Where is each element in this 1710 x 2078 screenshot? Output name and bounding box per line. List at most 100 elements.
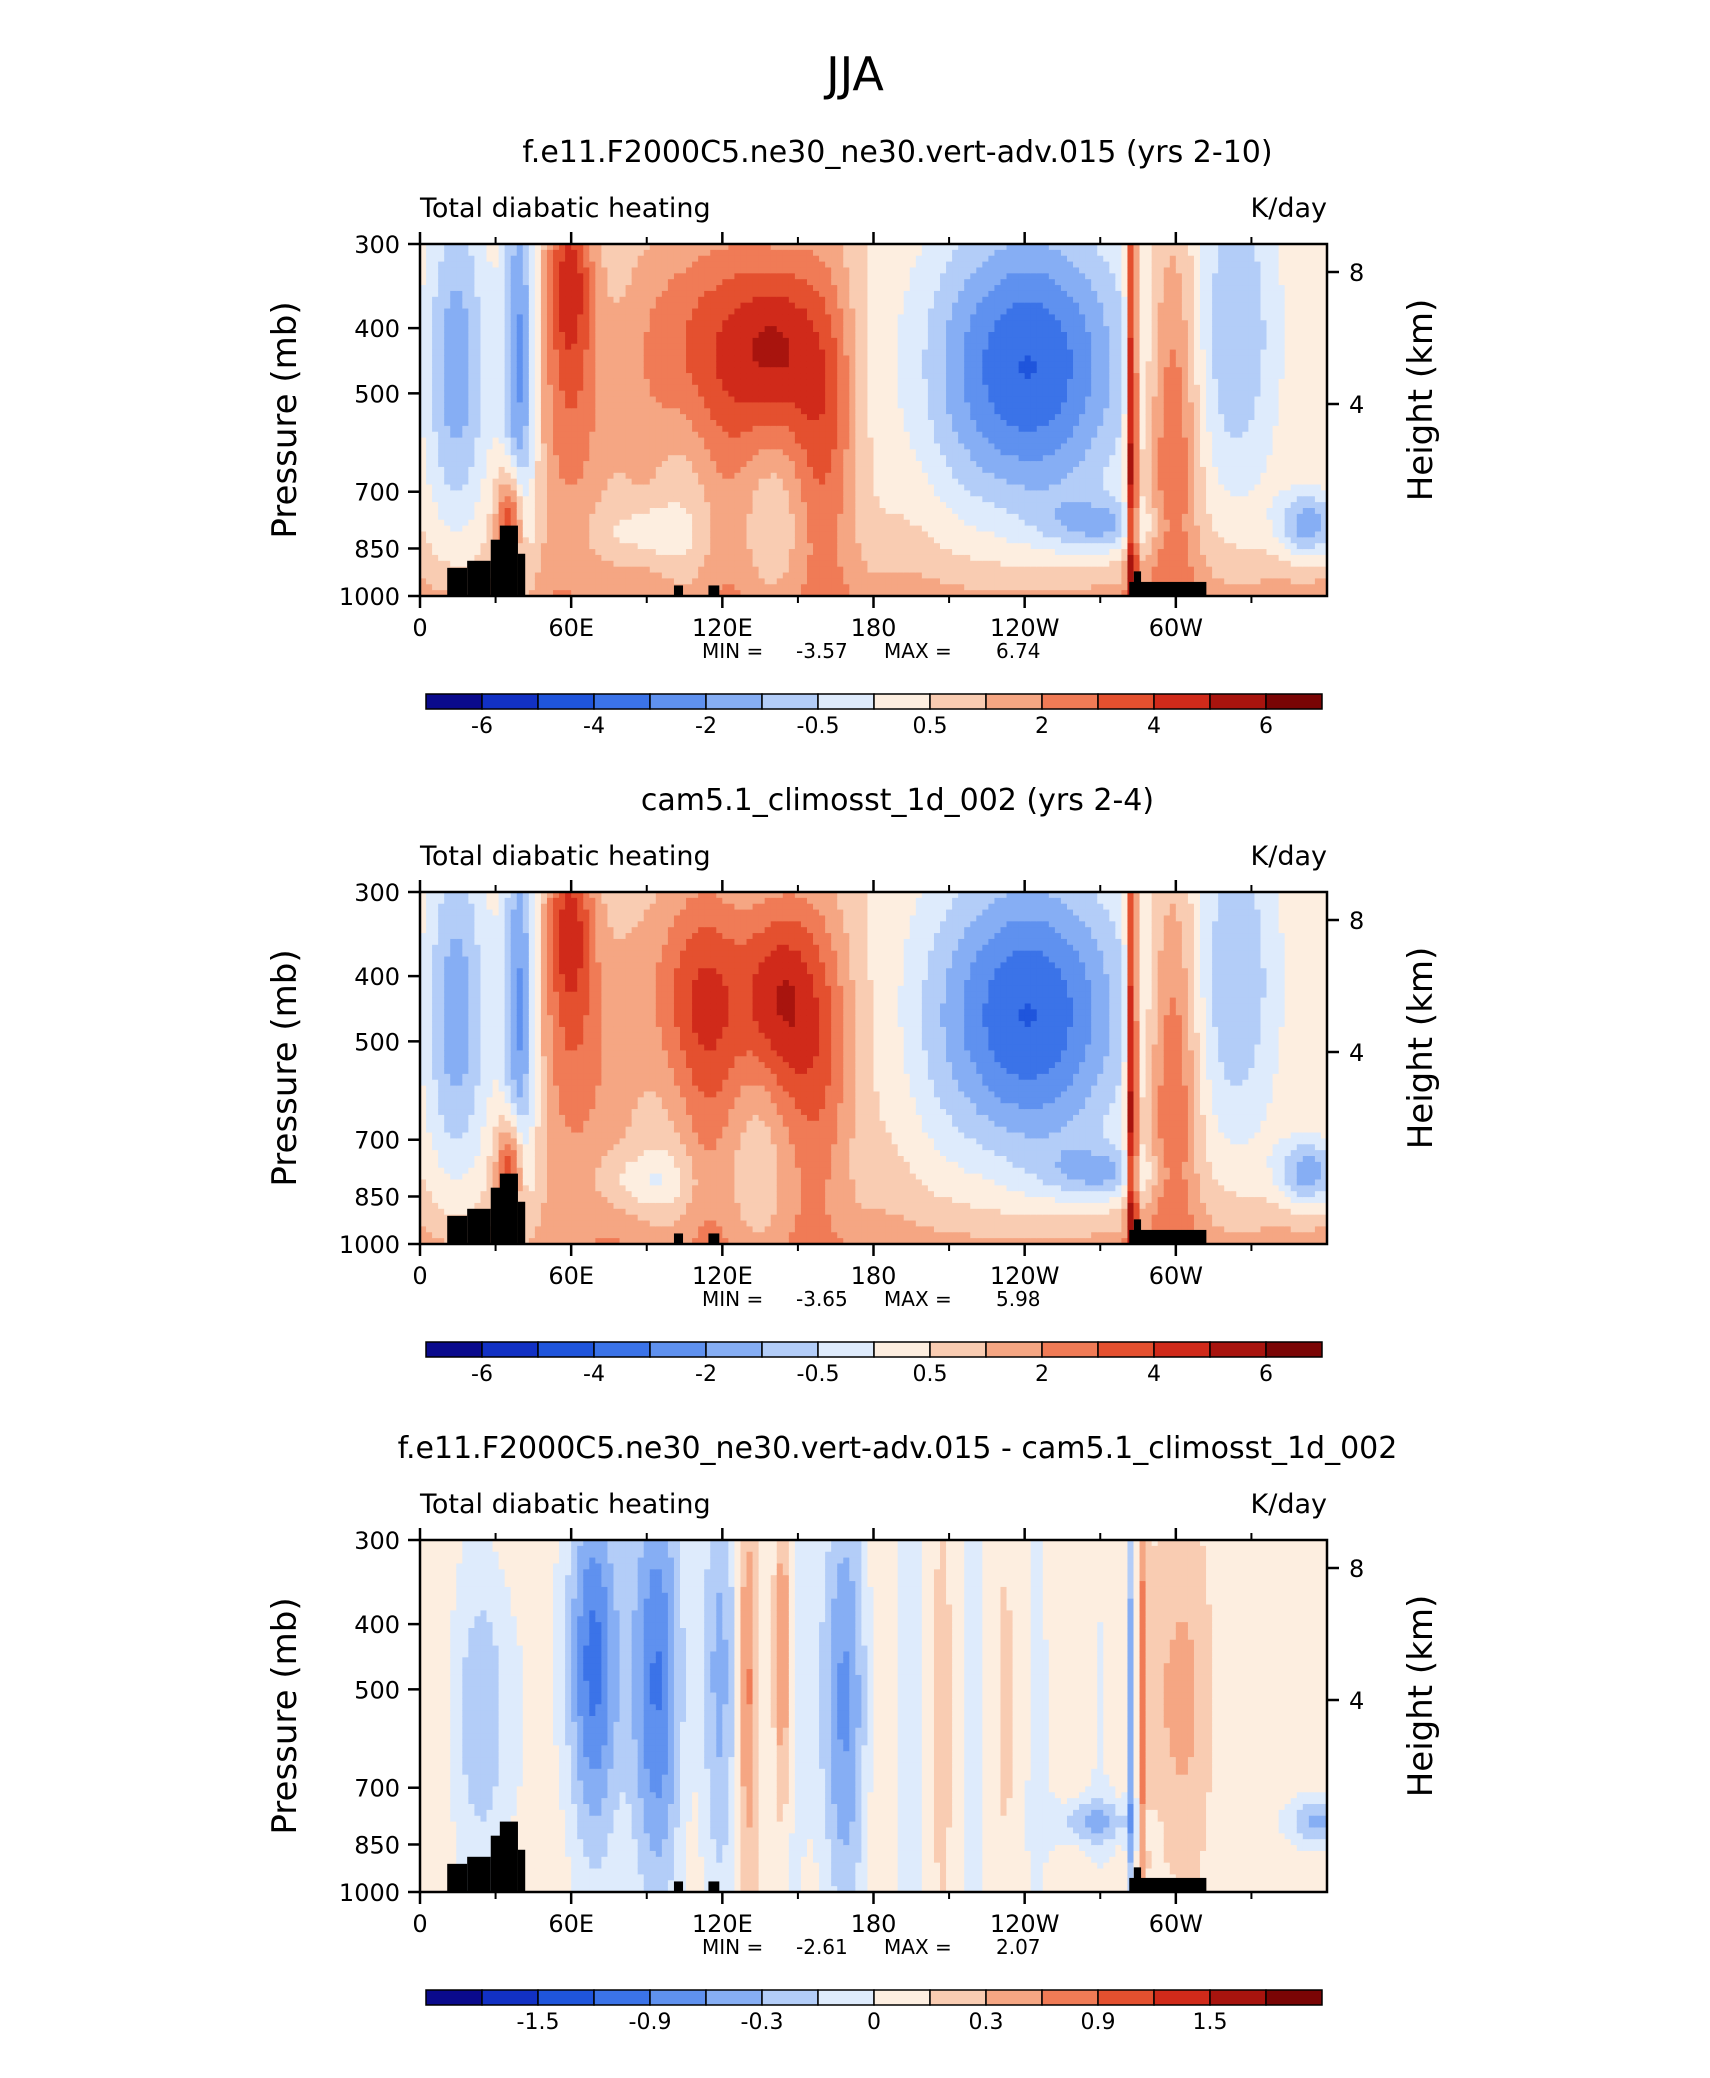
- heatmap-cell: [619, 349, 627, 357]
- heatmap-cell: [528, 496, 536, 503]
- heatmap-cell: [486, 314, 494, 321]
- heatmap-cell: [420, 414, 427, 421]
- heatmap-cell: [655, 296, 663, 304]
- heatmap-cell: [740, 332, 748, 339]
- heatmap-cell: [819, 390, 826, 398]
- heatmap-cell: [915, 355, 923, 362]
- heatmap-cell: [716, 249, 723, 257]
- heatmap-cell: [704, 560, 711, 568]
- heatmap-cell: [673, 549, 681, 556]
- heatmap-cell: [692, 337, 699, 345]
- heatmap-cell: [438, 373, 445, 380]
- heatmap-cell: [716, 437, 723, 445]
- heatmap-cell: [837, 543, 844, 550]
- heatmap-cell: [583, 255, 590, 263]
- heatmap-cell: [607, 384, 615, 392]
- heatmap-cell: [897, 425, 905, 433]
- heatmap-cell: [734, 431, 742, 439]
- heatmap-cell: [625, 343, 633, 351]
- heatmap-cell: [825, 531, 832, 538]
- heatmap-cell: [540, 537, 548, 544]
- heatmap-cell: [692, 267, 699, 274]
- heatmap-cell: [698, 584, 705, 591]
- heatmap-cell: [619, 531, 627, 538]
- heatmap-cell: [716, 549, 723, 556]
- heatmap-cell: [649, 437, 657, 445]
- heatmap-cell: [504, 420, 512, 427]
- heatmap-cell: [510, 244, 518, 251]
- heatmap-cell: [492, 343, 500, 351]
- heatmap-cell: [474, 402, 482, 409]
- heatmap-cell: [571, 255, 578, 263]
- heatmap-cell: [607, 560, 615, 568]
- heatmap-cell: [710, 537, 717, 544]
- heatmap-cell: [607, 244, 615, 251]
- heatmap-cell: [686, 290, 693, 298]
- heatmap-cell: [794, 531, 802, 538]
- heatmap-cell: [831, 285, 838, 292]
- heatmap-cell: [492, 290, 500, 298]
- heatmap-cell: [855, 320, 863, 327]
- heatmap-cell: [504, 472, 512, 480]
- heatmap-cell: [782, 343, 790, 351]
- heatmap-cell: [722, 349, 729, 357]
- heatmap-cell: [601, 431, 609, 439]
- heatmap-cell: [462, 508, 469, 515]
- heatmap-cell: [456, 314, 463, 321]
- heatmap-cell: [758, 273, 766, 280]
- heatmap-cell: [607, 314, 615, 321]
- heatmap-cell: [879, 584, 887, 591]
- heatmap-cell: [637, 449, 645, 456]
- heatmap-cell: [661, 255, 669, 263]
- heatmap-cell: [825, 302, 832, 310]
- heatmap-cell: [776, 408, 784, 415]
- heatmap-cell: [819, 367, 826, 374]
- heatmap-cell: [420, 402, 427, 409]
- heatmap-cell: [468, 537, 476, 544]
- heatmap-cell: [631, 566, 639, 574]
- heatmap-cell: [891, 326, 899, 333]
- heatmap-cell: [462, 531, 469, 538]
- heatmap-cell: [710, 384, 717, 392]
- heatmap-cell: [601, 466, 609, 474]
- heatmap-cell: [837, 554, 844, 562]
- heatmap-cell: [607, 543, 615, 550]
- heatmap-cell: [553, 425, 560, 433]
- heatmap-cell: [837, 255, 844, 263]
- heatmap-cell: [565, 502, 572, 509]
- heatmap-cell: [764, 273, 772, 280]
- heatmap-cell: [800, 261, 808, 269]
- heatmap-cell: [450, 484, 457, 491]
- heatmap-cell: [444, 367, 451, 374]
- heatmap-cell: [776, 431, 784, 439]
- heatmap-cell: [583, 443, 590, 450]
- heatmap-cell: [776, 472, 784, 480]
- heatmap-cell: [667, 261, 675, 269]
- heatmap-cell: [522, 478, 530, 486]
- heatmap-cell: [589, 572, 596, 579]
- heatmap-cell: [420, 566, 427, 574]
- heatmap-cell: [752, 279, 760, 286]
- heatmap-cell: [631, 502, 639, 509]
- heatmap-cell: [728, 249, 736, 257]
- heatmap-cell: [667, 249, 675, 257]
- heatmap-cell: [613, 531, 621, 538]
- heatmap-cell: [534, 384, 542, 392]
- heatmap-cell: [655, 361, 663, 368]
- heatmap-cell: [794, 560, 802, 568]
- heatmap-cell: [752, 461, 760, 468]
- heatmap-cell: [420, 449, 427, 456]
- heatmap-cell: [534, 543, 542, 550]
- heatmap-cell: [849, 537, 856, 544]
- heatmap-cell: [468, 531, 476, 538]
- heatmap-cell: [534, 472, 542, 480]
- heatmap-cell: [891, 361, 899, 368]
- heatmap-cell: [649, 478, 657, 486]
- heatmap-cell: [534, 490, 542, 497]
- heatmap-cell: [698, 461, 705, 468]
- heatmap-cell: [867, 513, 875, 521]
- heatmap-cell: [692, 273, 699, 280]
- heatmap-cell: [432, 549, 439, 556]
- heatmap-cell: [546, 572, 554, 579]
- heatmap-cell: [861, 244, 869, 251]
